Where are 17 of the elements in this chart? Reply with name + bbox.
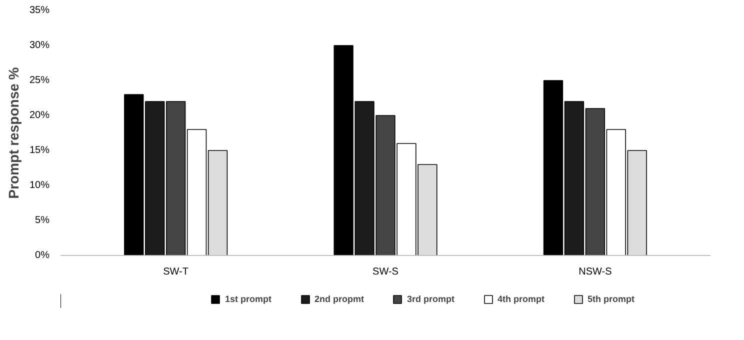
legend-label: 1st prompt [225, 294, 272, 304]
y-tick-label: 0% [35, 250, 50, 261]
legend-label: 2nd propmt [314, 294, 364, 304]
legend-label: 3rd prompt [407, 294, 455, 304]
x-tick-label: SW-T [163, 266, 189, 278]
y-tick-label: 20% [29, 110, 50, 121]
legend-label: 5th prompt [588, 294, 635, 304]
y-axis-title: Prompt response % [5, 66, 22, 199]
y-tick-label: 25% [29, 75, 50, 86]
y-tick-label: 15% [29, 145, 50, 156]
y-tick-label: 10% [29, 180, 50, 191]
legend-label: 4th prompt [498, 294, 545, 304]
y-tick-label: 5% [35, 215, 50, 226]
x-tick-label: SW-S [372, 266, 399, 278]
y-tick-label: 30% [29, 40, 50, 51]
x-tick-label: NSW-S [578, 266, 612, 278]
y-tick-label: 35% [29, 5, 50, 16]
